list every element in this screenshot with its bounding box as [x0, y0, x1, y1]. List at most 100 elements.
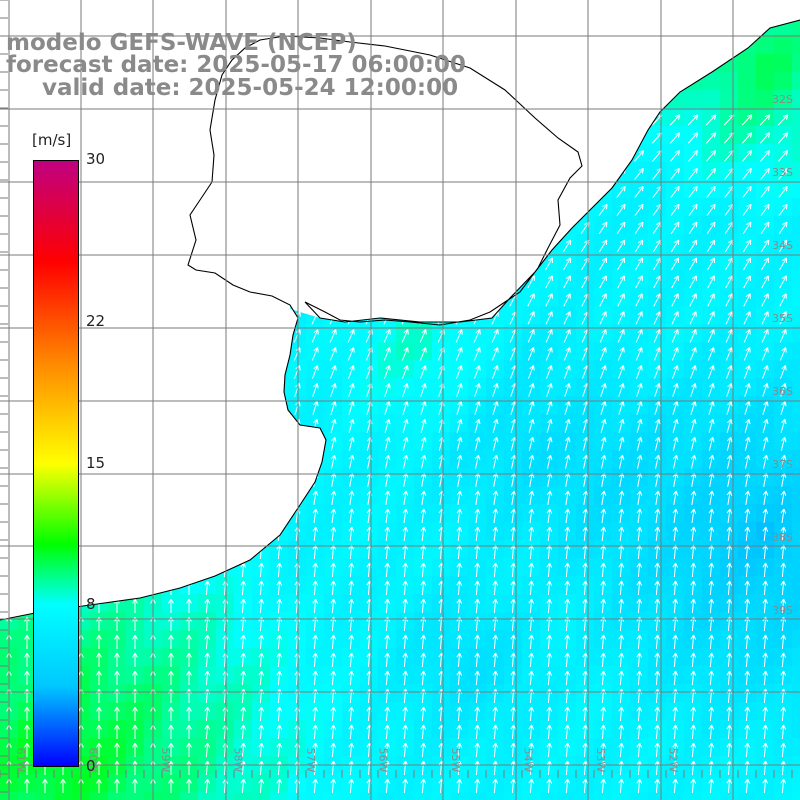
wind-cell: [612, 360, 631, 379]
wind-cell: [612, 198, 631, 217]
wind-cell: [666, 234, 685, 253]
wind-cell: [414, 396, 433, 415]
wind-cell: [702, 288, 721, 307]
wind-cell: [792, 594, 800, 613]
longitude-label: 57W: [304, 748, 317, 773]
wind-cell: [522, 342, 541, 361]
wind-cell: [558, 792, 577, 800]
wind-cell: [792, 360, 800, 379]
wind-cell: [288, 342, 307, 361]
wind-cell: [702, 306, 721, 325]
wind-cell: [306, 792, 325, 800]
wind-cell: [756, 216, 775, 235]
wind-cell: [774, 414, 793, 433]
wind-cell: [360, 324, 379, 343]
wind-cell: [468, 360, 487, 379]
wind-cell: [612, 792, 631, 800]
wind-cell: [630, 324, 649, 343]
wind-cell: [342, 324, 361, 343]
wind-cell: [756, 126, 775, 145]
wind-cell: [792, 54, 800, 73]
wind-cell: [792, 720, 800, 739]
wind-cell: [450, 324, 469, 343]
wind-cell: [414, 342, 433, 361]
wind-cell: [612, 234, 631, 253]
wind-cell: [324, 360, 343, 379]
wind-cell: [504, 306, 523, 325]
wind-cell: [576, 216, 595, 235]
wind-cell: [738, 252, 757, 271]
wind-cell: [450, 414, 469, 433]
wind-cell: [648, 270, 667, 289]
wind-cell: [540, 306, 559, 325]
wind-cell: [756, 252, 775, 271]
wind-cell: [756, 306, 775, 325]
wind-cell: [774, 162, 793, 181]
wind-cell: [342, 360, 361, 379]
wind-cell: [738, 288, 757, 307]
wind-cell: [504, 360, 523, 379]
wind-cell: [198, 792, 217, 800]
wind-cell: [684, 360, 703, 379]
wind-cell: [720, 414, 739, 433]
wind-cell: [756, 288, 775, 307]
wind-cell: [738, 360, 757, 379]
wind-cell: [522, 288, 541, 307]
wind-cell: [666, 414, 685, 433]
wind-cell: [450, 360, 469, 379]
wind-cell: [702, 126, 721, 145]
wind-cell: [594, 234, 613, 253]
wind-cell: [234, 792, 253, 800]
wind-cell: [756, 414, 775, 433]
wind-cell: [774, 108, 793, 127]
wind-cell: [774, 306, 793, 325]
wind-cell: [774, 54, 793, 73]
wind-cell: [702, 270, 721, 289]
wind-cell: [702, 90, 721, 109]
wind-cell: [792, 576, 800, 595]
wind-cell: [468, 396, 487, 415]
wind-cell: [648, 234, 667, 253]
wind-cell: [792, 666, 800, 685]
wind-cell: [414, 792, 433, 800]
wind-cell: [378, 792, 397, 800]
wind-cell: [612, 396, 631, 415]
wind-cell: [648, 126, 667, 145]
wind-cell: [504, 342, 523, 361]
wind-cell: [342, 396, 361, 415]
wind-cell: [252, 792, 271, 800]
wind-cell: [702, 234, 721, 253]
wind-cell: [468, 324, 487, 343]
wind-cell: [432, 396, 451, 415]
wind-cell: [666, 144, 685, 163]
wind-cell: [558, 342, 577, 361]
wind-cell: [684, 90, 703, 109]
wind-cell: [450, 342, 469, 361]
wind-cell: [702, 144, 721, 163]
wind-cell: [522, 792, 541, 800]
wind-cell: [630, 342, 649, 361]
wind-cell: [666, 378, 685, 397]
wind-cell: [792, 306, 800, 325]
wind-cell: [630, 270, 649, 289]
wind-cell: [468, 792, 487, 800]
wind-cell: [720, 306, 739, 325]
wind-cell: [648, 198, 667, 217]
wind-cell: [792, 630, 800, 649]
wind-cell: [648, 216, 667, 235]
wind-cell: [540, 288, 559, 307]
wind-cell: [738, 180, 757, 199]
wind-cell: [756, 180, 775, 199]
wind-cell: [756, 270, 775, 289]
latitude-label: 34S: [772, 239, 793, 252]
wind-cell: [630, 252, 649, 271]
wind-cell: [522, 378, 541, 397]
wind-cell: [720, 216, 739, 235]
wind-cell: [612, 378, 631, 397]
wind-cell: [576, 306, 595, 325]
wind-cell: [468, 378, 487, 397]
wind-cell: [774, 144, 793, 163]
wind-cell: [630, 396, 649, 415]
forecast-date: forecast date: 2025-05-17 06:00:00: [6, 52, 466, 78]
wind-cell: [684, 198, 703, 217]
